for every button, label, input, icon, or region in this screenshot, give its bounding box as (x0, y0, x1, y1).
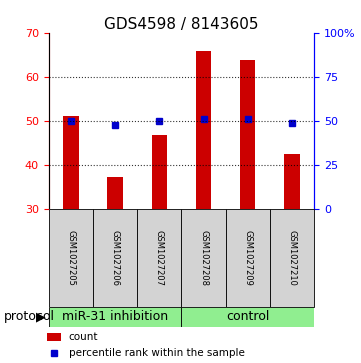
Bar (107, 177, 123, 209)
Text: miR-31 inhibition: miR-31 inhibition (62, 310, 168, 323)
Bar (137, 209, 182, 307)
Text: GSM1027205: GSM1027205 (66, 230, 75, 286)
Text: protocol: protocol (4, 310, 55, 323)
Bar (226, 209, 270, 307)
Bar (181, 209, 226, 307)
Bar (93, 209, 137, 307)
Bar (49, 209, 93, 307)
Text: GSM1027208: GSM1027208 (199, 230, 208, 286)
Bar (47, 333, 61, 341)
Text: GSM1027209: GSM1027209 (243, 230, 252, 286)
Bar (284, 154, 300, 209)
Bar (240, 60, 256, 209)
Title: GDS4598 / 8143605: GDS4598 / 8143605 (104, 16, 258, 32)
Text: count: count (69, 332, 98, 342)
Bar (196, 51, 211, 209)
Bar (63, 116, 79, 209)
Text: GSM1027207: GSM1027207 (155, 230, 164, 286)
Bar (49, 307, 181, 327)
Bar (270, 209, 314, 307)
Text: GSM1027206: GSM1027206 (110, 230, 119, 286)
Text: control: control (226, 310, 269, 323)
Bar (181, 307, 314, 327)
Text: percentile rank within the sample: percentile rank within the sample (69, 348, 244, 358)
Text: GSM1027210: GSM1027210 (287, 230, 296, 286)
Bar (152, 135, 167, 209)
Text: ▶: ▶ (36, 310, 46, 323)
